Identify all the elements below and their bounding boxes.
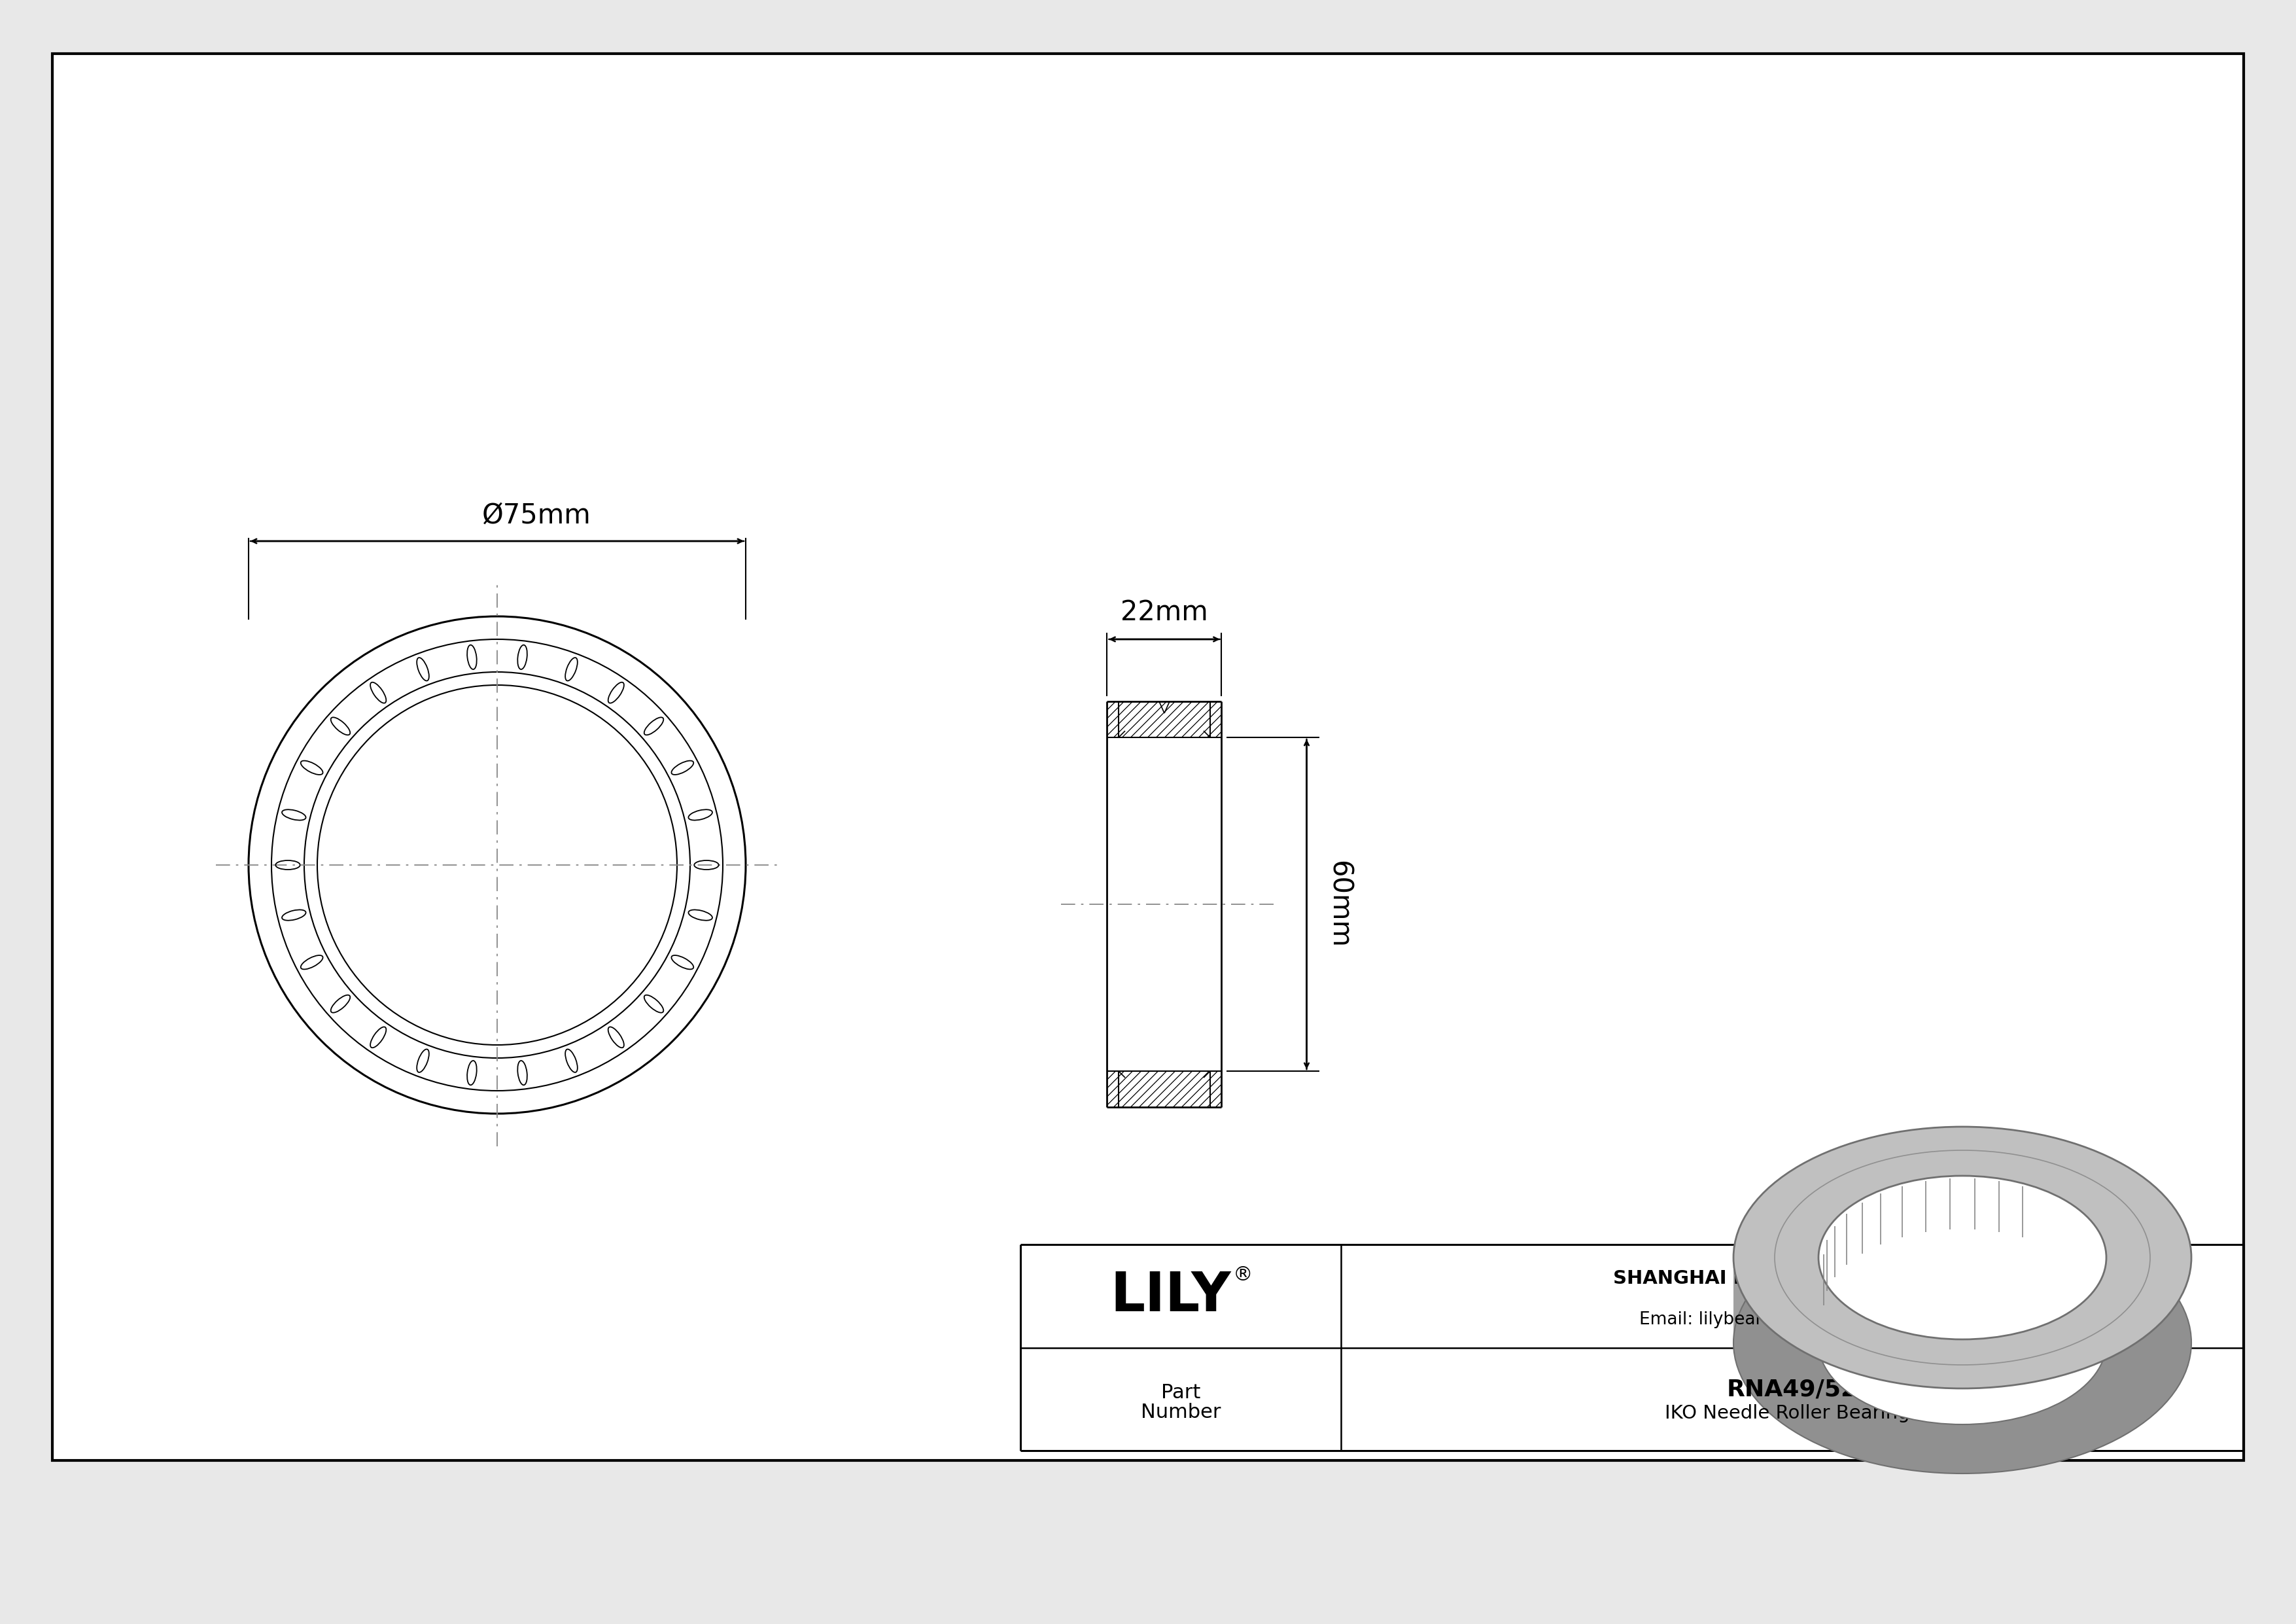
Ellipse shape	[1818, 1176, 2105, 1340]
Ellipse shape	[1818, 1260, 2105, 1424]
Text: Number: Number	[1141, 1403, 1221, 1421]
Text: Ø75mm: Ø75mm	[482, 502, 590, 529]
Text: Email: lilybearing@lily-bearing.com: Email: lilybearing@lily-bearing.com	[1639, 1311, 1945, 1328]
Text: RNA49/52: RNA49/52	[1727, 1379, 1857, 1400]
Bar	[53, 54, 2243, 1460]
Text: LILY: LILY	[1111, 1270, 1231, 1322]
Polygon shape	[1733, 1127, 2161, 1343]
Ellipse shape	[1733, 1212, 2190, 1473]
Text: Part: Part	[1162, 1384, 1201, 1402]
Polygon shape	[1818, 1176, 2105, 1343]
Text: ®: ®	[1233, 1265, 1254, 1285]
Text: IKO Needle Roller Bearings: IKO Needle Roller Bearings	[1665, 1405, 1919, 1423]
Ellipse shape	[1733, 1127, 2190, 1389]
Text: 22mm: 22mm	[1120, 599, 1208, 627]
Text: 60mm: 60mm	[1325, 861, 1352, 948]
Text: SHANGHAI LILY BEARING LIMITED: SHANGHAI LILY BEARING LIMITED	[1614, 1270, 1972, 1288]
